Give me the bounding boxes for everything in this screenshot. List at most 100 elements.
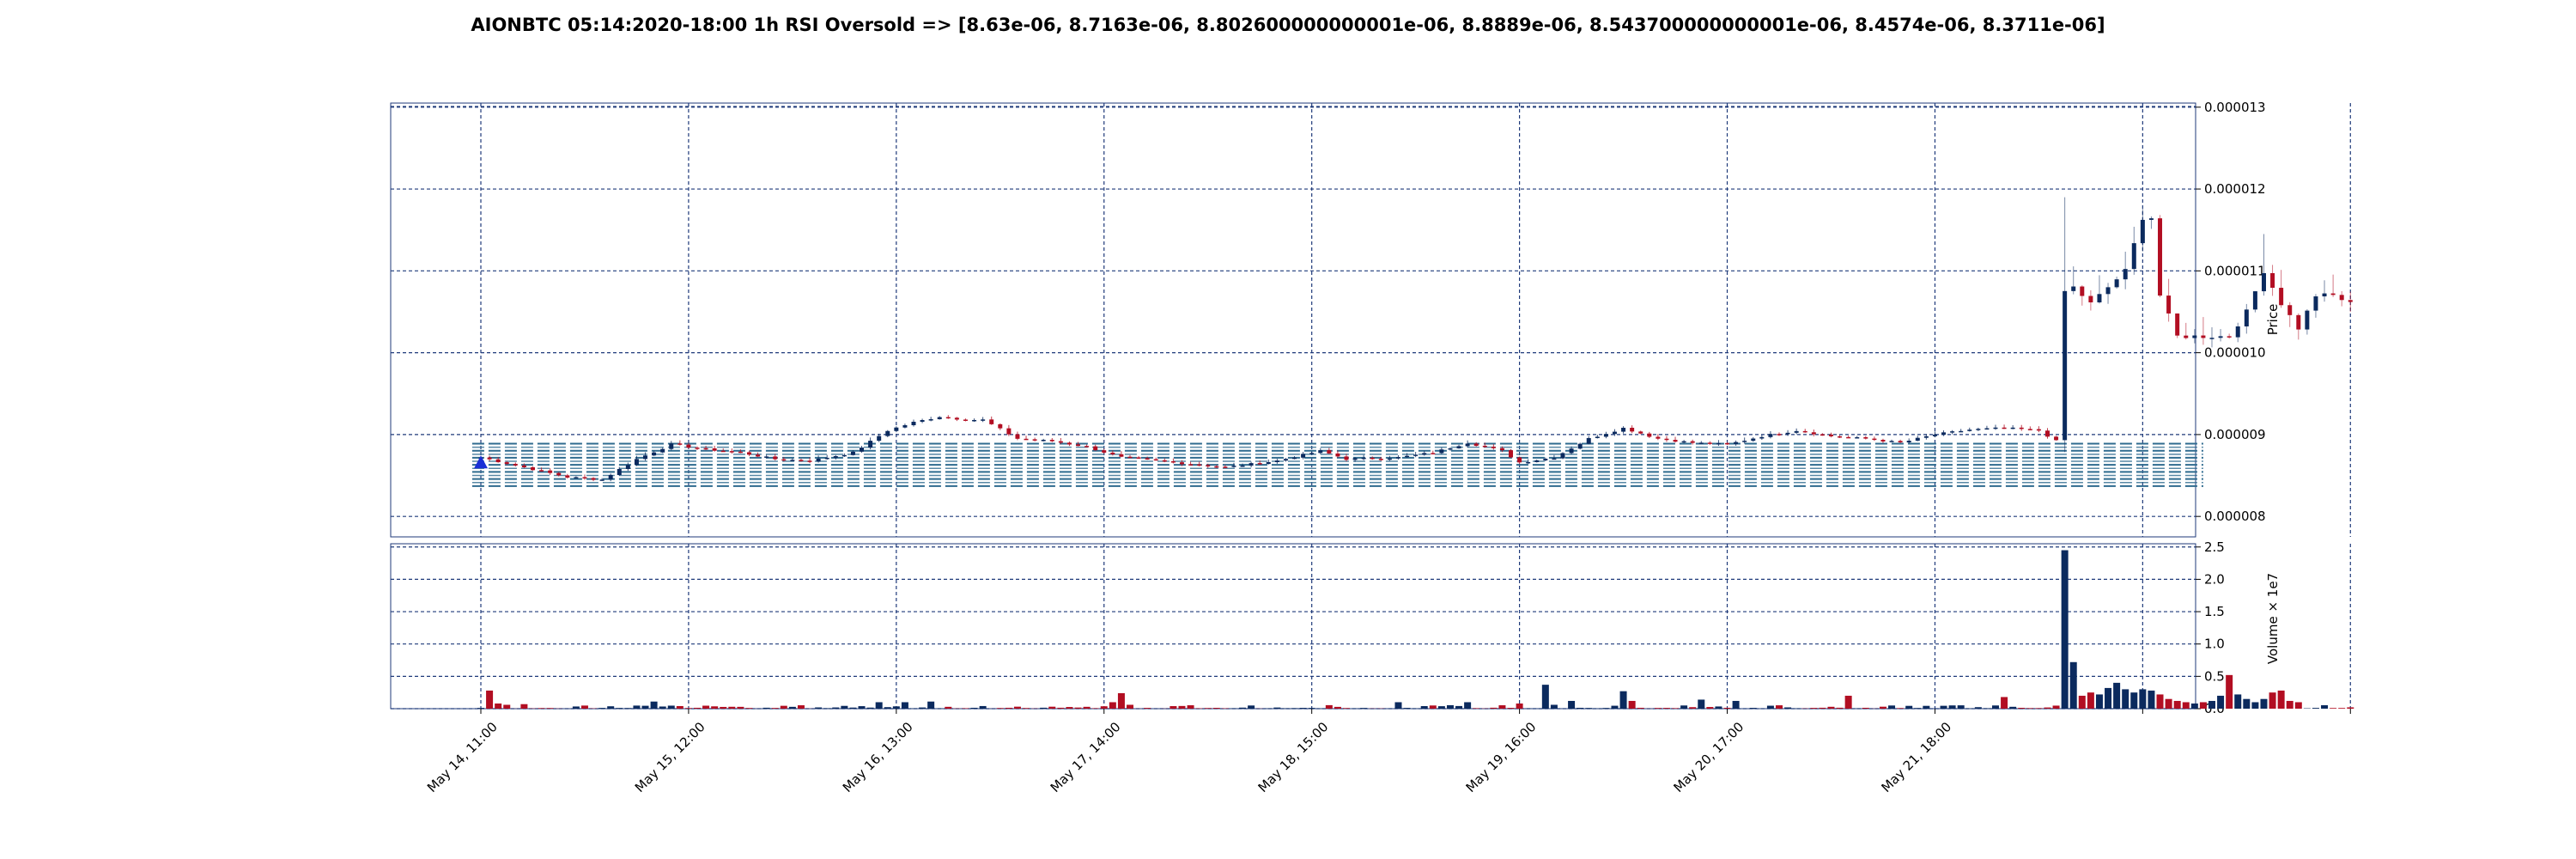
candle-body xyxy=(1136,457,1141,459)
volume-bar xyxy=(1083,706,1091,709)
volume-bar xyxy=(616,708,623,709)
x-tick-label: May 21, 18:00 xyxy=(1878,719,1954,795)
candle-body xyxy=(1690,441,1695,443)
candle-body xyxy=(937,417,942,420)
volume-bar xyxy=(2018,707,2026,709)
volume-bar xyxy=(849,707,857,709)
volume-bar xyxy=(1100,706,1108,709)
candle-body xyxy=(1577,443,1583,449)
candle-body xyxy=(1405,455,1410,458)
candle-body xyxy=(841,454,847,457)
volume-bar xyxy=(2052,705,2060,709)
candle-body xyxy=(945,417,951,419)
candle-body xyxy=(756,454,761,457)
candle-body xyxy=(2027,429,2032,430)
volume-bar xyxy=(2190,703,2198,709)
volume-bar xyxy=(2026,708,2034,709)
candle-body xyxy=(1898,441,1903,443)
volume-bar xyxy=(2078,695,2086,709)
volume-bar xyxy=(1230,708,1237,709)
price-axis-label: Price xyxy=(2265,304,2281,336)
candle-body xyxy=(1967,430,1972,431)
candle-body xyxy=(746,452,751,455)
candle-body xyxy=(1785,432,1790,435)
volume-bar xyxy=(1784,707,1792,709)
volume-bar xyxy=(1117,692,1125,709)
volume-bar xyxy=(832,707,840,709)
candle-body xyxy=(1188,464,1194,466)
volume-bar xyxy=(598,708,606,709)
volume-bar xyxy=(1091,708,1099,709)
candle-body xyxy=(1820,434,1825,436)
volume-bar xyxy=(1273,707,1281,709)
volume-bar xyxy=(2009,706,2017,709)
volume-bar xyxy=(2173,700,2181,709)
candle-body xyxy=(1543,459,1548,460)
candle-body xyxy=(928,419,933,421)
price-tick-label: 0.000011 xyxy=(2204,263,2266,278)
volume-bar xyxy=(1308,708,1315,709)
volume-bar xyxy=(2321,704,2329,709)
candle-body xyxy=(2184,335,2189,338)
candle-body xyxy=(1413,454,1419,456)
candle-body xyxy=(2002,427,2007,430)
volume-bar xyxy=(1429,705,1437,709)
candle-body xyxy=(2010,427,2015,430)
candle-body xyxy=(868,441,873,448)
volume-bar xyxy=(762,707,770,709)
volume-bar xyxy=(520,704,528,709)
candle-body xyxy=(2088,295,2093,303)
candle-body xyxy=(1395,457,1400,459)
candle-body xyxy=(860,448,865,452)
candle-body xyxy=(981,419,986,421)
volume-tick-label: 0.5 xyxy=(2204,668,2225,684)
candle-body xyxy=(513,464,518,466)
volume-bar xyxy=(607,706,615,709)
candle-body xyxy=(2054,436,2059,441)
candle-body xyxy=(1509,450,1514,458)
candle-body xyxy=(2044,430,2050,437)
candle-body xyxy=(1681,441,1686,443)
candle-body xyxy=(2080,286,2085,296)
candle-body xyxy=(2322,293,2327,297)
price-tick-label: 0.000009 xyxy=(2204,427,2266,442)
price-panel: 0.000008 0.000009 0.000010 0.000011 0.000012… xyxy=(390,100,2353,538)
candle-body xyxy=(1318,450,1323,454)
candle-body xyxy=(1932,434,1937,436)
volume-bar xyxy=(1291,708,1298,709)
candle-body xyxy=(1906,441,1911,443)
volume-axis-scale: 1e7 xyxy=(2265,573,2281,597)
volume-bar xyxy=(2130,692,2138,709)
volume-bar xyxy=(2347,707,2354,709)
volume-bar xyxy=(1394,702,1402,709)
candle-body xyxy=(1984,428,1990,430)
candle-body xyxy=(1076,444,1081,447)
candle-body xyxy=(1110,452,1115,454)
volume-bar xyxy=(2286,700,2293,709)
volume-bar xyxy=(945,706,952,709)
volume-bar xyxy=(1023,708,1030,709)
volume-bar xyxy=(1619,691,1627,709)
candle-body xyxy=(1552,458,1557,460)
candle-body xyxy=(1872,438,1877,441)
volume-bar xyxy=(2035,708,2043,709)
candle-body xyxy=(1612,431,1617,435)
candle-body xyxy=(972,419,977,422)
candle-body xyxy=(2270,272,2275,289)
volume-bar xyxy=(2156,694,2164,709)
volume-bar xyxy=(1066,707,1073,709)
volume-bar xyxy=(711,706,719,709)
volume-bar xyxy=(2113,682,2121,709)
volume-bar xyxy=(823,708,831,709)
candle-body xyxy=(2123,269,2128,280)
volume-bar xyxy=(1776,705,1783,709)
candle-body xyxy=(1465,443,1470,447)
x-tick-label: May 16, 13:00 xyxy=(840,719,916,795)
candle-body xyxy=(1283,459,1288,461)
volume-bar xyxy=(2243,698,2251,709)
candle-body xyxy=(1923,436,1929,438)
candle-body xyxy=(1499,448,1504,451)
candle-body xyxy=(1309,453,1315,454)
candle-body xyxy=(686,444,691,448)
candle-body xyxy=(1370,457,1375,460)
